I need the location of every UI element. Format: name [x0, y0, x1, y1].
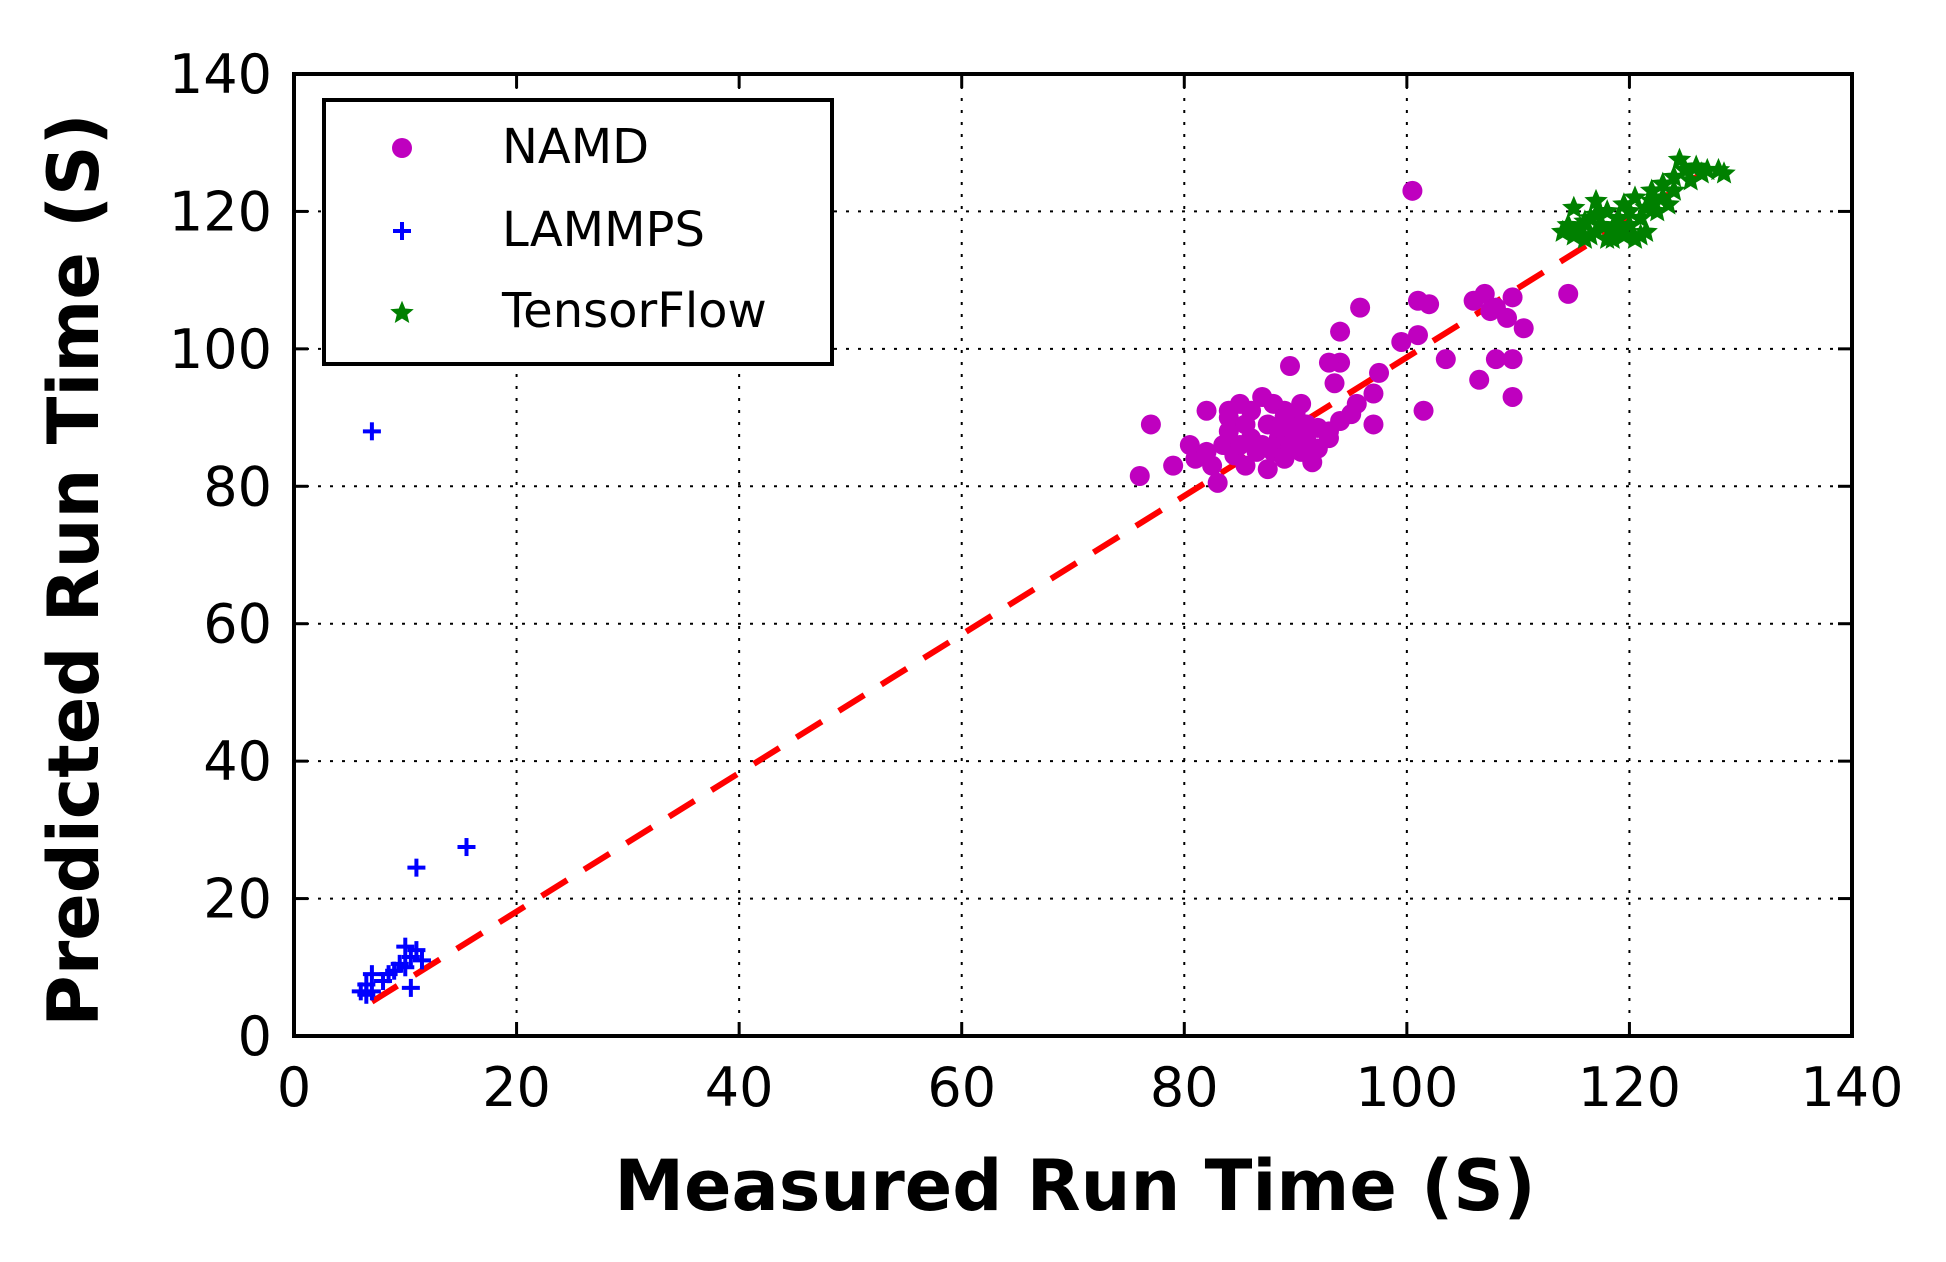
namd-point [1402, 180, 1423, 201]
lammps-point [390, 954, 409, 973]
namd-point [1257, 459, 1278, 480]
namd-point [1202, 455, 1223, 476]
lammps-point [401, 978, 420, 997]
namd-point [1207, 472, 1228, 493]
legend-marker-tensorflow [390, 300, 414, 323]
axis-ticks: 0 20 40 60 80 100 120 140 0 20 40 60 80 100 120 140 [169, 43, 1904, 1119]
y-tick-label: 0 [238, 1005, 272, 1068]
lammps-point [362, 965, 381, 984]
namd-point [1274, 407, 1295, 428]
series-lammps [351, 422, 476, 1004]
legend-marker-lammps [393, 222, 411, 240]
namd-point [1235, 455, 1256, 476]
x-tick-label: 20 [482, 1056, 551, 1119]
namd-point [1469, 369, 1490, 390]
namd-point [1363, 383, 1384, 404]
series-layer [351, 147, 1736, 1004]
y-tick-label: 140 [169, 43, 272, 106]
namd-point [1324, 373, 1345, 394]
namd-point [1502, 287, 1523, 308]
x-tick-label: 120 [1578, 1056, 1681, 1119]
namd-point [1513, 318, 1534, 339]
x-axis-title: Measured Run Time (S) [614, 1145, 1535, 1227]
lammps-point [457, 838, 476, 857]
namd-point [1502, 386, 1523, 407]
namd-point [1129, 465, 1150, 486]
namd-point [1218, 407, 1239, 428]
namd-point [1318, 352, 1339, 373]
legend-label-lammps: LAMMPS [502, 202, 705, 258]
namd-point [1369, 362, 1390, 383]
y-tick-label: 60 [203, 593, 272, 656]
tensorflow-point [1656, 192, 1681, 215]
legend-label-tensorflow: TensorFlow [501, 283, 767, 339]
namd-point [1330, 321, 1351, 342]
tensorflow-point [1623, 185, 1647, 208]
namd-point [1140, 414, 1161, 435]
y-tick-label: 120 [169, 180, 272, 243]
namd-point [1391, 331, 1412, 352]
namd-point [1196, 400, 1217, 421]
y-axis-title: Predicted Run Time (S) [33, 113, 115, 1026]
namd-point [1407, 325, 1428, 346]
series-tensorflow [1550, 147, 1736, 249]
namd-point [1480, 301, 1501, 322]
legend: NAMD LAMMPS TensorFlow [322, 98, 834, 366]
namd-point [1350, 297, 1371, 318]
x-tick-label: 80 [1150, 1056, 1219, 1119]
legend-markers [390, 138, 414, 323]
namd-point [1435, 349, 1456, 370]
tensorflow-point [1628, 223, 1653, 246]
namd-point [1291, 393, 1312, 414]
lammps-point [401, 947, 420, 966]
namd-point [1413, 400, 1434, 421]
lammps-point [396, 937, 415, 956]
y-tick-label: 100 [169, 318, 272, 381]
tensorflow-point [1606, 216, 1631, 239]
y-tick-label: 80 [203, 455, 272, 518]
namd-point [1218, 421, 1239, 442]
lammps-point [357, 985, 376, 1004]
namd-point [1163, 455, 1184, 476]
namd-point [1502, 349, 1523, 370]
namd-point [1419, 294, 1440, 315]
namd-point [1474, 283, 1495, 304]
lammps-point [374, 972, 393, 991]
tensorflow-point [1584, 202, 1608, 225]
plot-frame [292, 72, 1854, 1038]
lammps-point [407, 858, 426, 877]
namd-point [1497, 307, 1518, 328]
lammps-point [412, 951, 431, 970]
namd-point [1280, 356, 1301, 377]
x-tick-label: 40 [705, 1056, 774, 1119]
legend-label-namd: NAMD [502, 119, 649, 175]
x-tick-label: 0 [277, 1056, 311, 1119]
x-tick-label: 140 [1800, 1056, 1903, 1119]
y-tick-label: 40 [203, 730, 272, 793]
tensorflow-point [1578, 223, 1603, 246]
tensorflow-point [1562, 195, 1586, 218]
namd-point [1363, 414, 1384, 435]
lammps-point [362, 422, 381, 441]
tensorflow-point [1662, 178, 1686, 201]
namd-point [1485, 349, 1506, 370]
namd-point [1318, 428, 1339, 449]
tensorflow-point [1617, 199, 1642, 222]
x-tick-label: 100 [1355, 1056, 1458, 1119]
series-namd [1129, 180, 1579, 493]
legend-marker-namd [392, 138, 412, 158]
namd-point [1235, 414, 1256, 435]
namd-point [1558, 283, 1579, 304]
tensorflow-point [1712, 161, 1736, 184]
y-tick-label: 20 [203, 868, 272, 931]
x-tick-label: 60 [927, 1056, 996, 1119]
namd-point [1252, 386, 1273, 407]
